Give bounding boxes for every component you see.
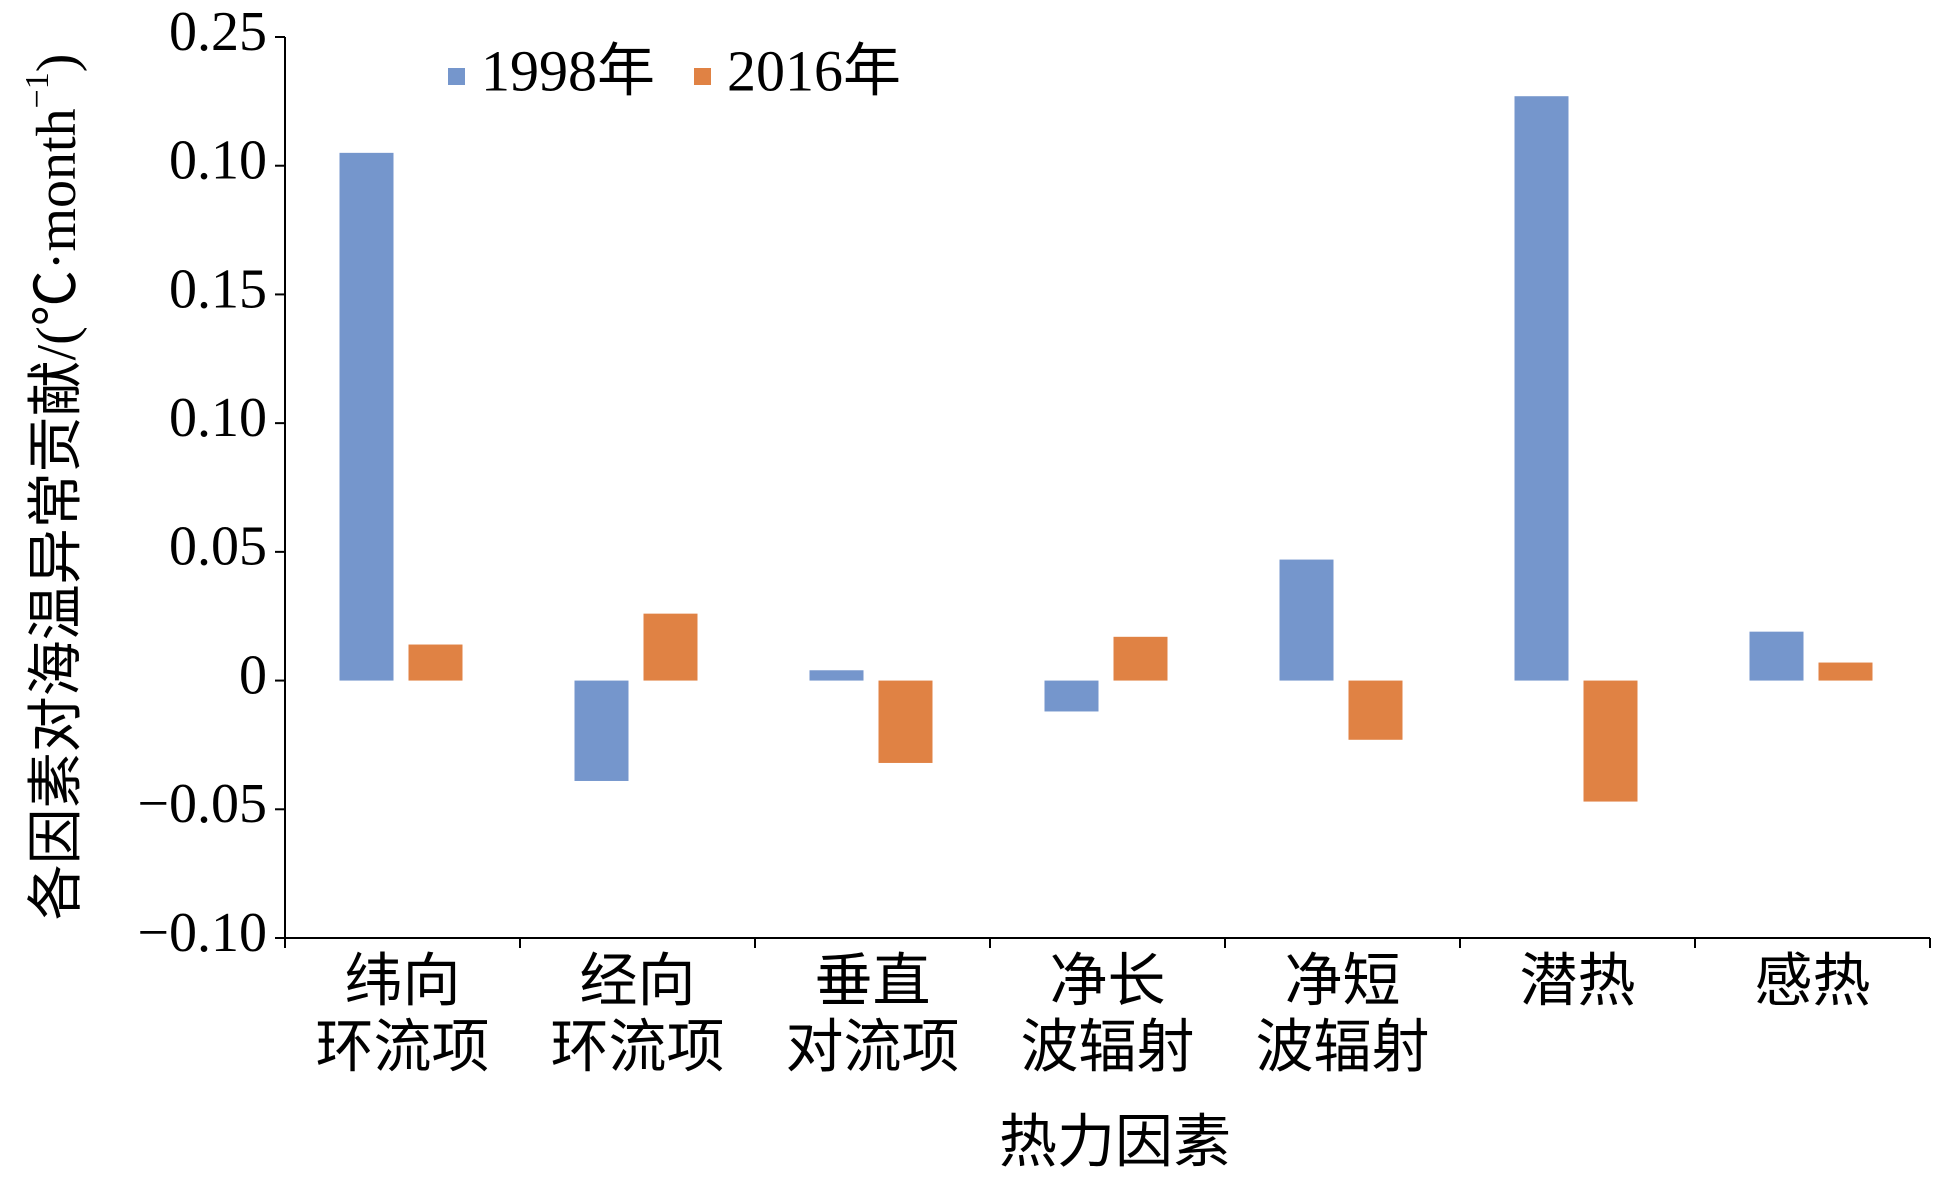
bar xyxy=(1044,680,1099,712)
bar xyxy=(878,680,933,763)
bar xyxy=(643,613,698,681)
x-tick-label: 经向 xyxy=(579,948,695,1013)
y-axis-title-end: ) xyxy=(26,54,88,73)
y-tick-label: −0.10 xyxy=(137,902,267,964)
x-tick-label: 纬向 xyxy=(344,948,460,1013)
x-axis-title: 热力因素 xyxy=(999,1109,1231,1174)
bar xyxy=(408,644,463,681)
y-axis-title-main: 各因素对海温异常贡献/(℃·month xyxy=(26,108,88,920)
y-tick-label: 0.05 xyxy=(169,516,267,578)
y-tick-label: 0.15 xyxy=(169,258,267,320)
y-axis-title-sup: −1 xyxy=(19,72,56,108)
y-axis-title: 各因素对海温异常贡献/(℃·month−1) xyxy=(19,54,88,921)
y-tick-label: −0.05 xyxy=(137,773,267,835)
x-tick-label: 潜热 xyxy=(1519,948,1635,1013)
bar xyxy=(1583,680,1638,802)
bar xyxy=(1749,631,1804,681)
y-tick-label: 0.25 xyxy=(169,1,267,63)
bar xyxy=(1348,680,1403,740)
y-tick-label: 0.10 xyxy=(169,387,267,449)
x-tick-label: 波辐射 xyxy=(1020,1014,1194,1079)
legend-label: 1998年 xyxy=(481,38,655,103)
x-tick-label: 感热 xyxy=(1754,948,1870,1013)
legend-swatch xyxy=(448,68,465,85)
x-tick-label: 净短 xyxy=(1284,948,1400,1013)
legend-label: 2016年 xyxy=(727,38,901,103)
x-tick-label: 环流项 xyxy=(550,1014,724,1079)
y-tick-label: 0 xyxy=(239,644,267,706)
y-tick-label: 0.10 xyxy=(169,130,267,192)
x-tick-label: 波辐射 xyxy=(1255,1014,1429,1079)
bar xyxy=(1818,662,1873,681)
x-tick-label: 垂直 xyxy=(814,948,930,1013)
x-tick-label: 环流项 xyxy=(315,1014,489,1079)
bar xyxy=(339,152,394,681)
bar xyxy=(574,680,629,781)
bar xyxy=(1514,96,1569,681)
x-tick-label: 净长 xyxy=(1049,948,1165,1013)
x-tick-label: 对流项 xyxy=(785,1014,959,1079)
legend-swatch xyxy=(694,68,711,85)
bar xyxy=(1113,636,1168,681)
bar xyxy=(809,670,864,681)
bar xyxy=(1279,559,1334,681)
